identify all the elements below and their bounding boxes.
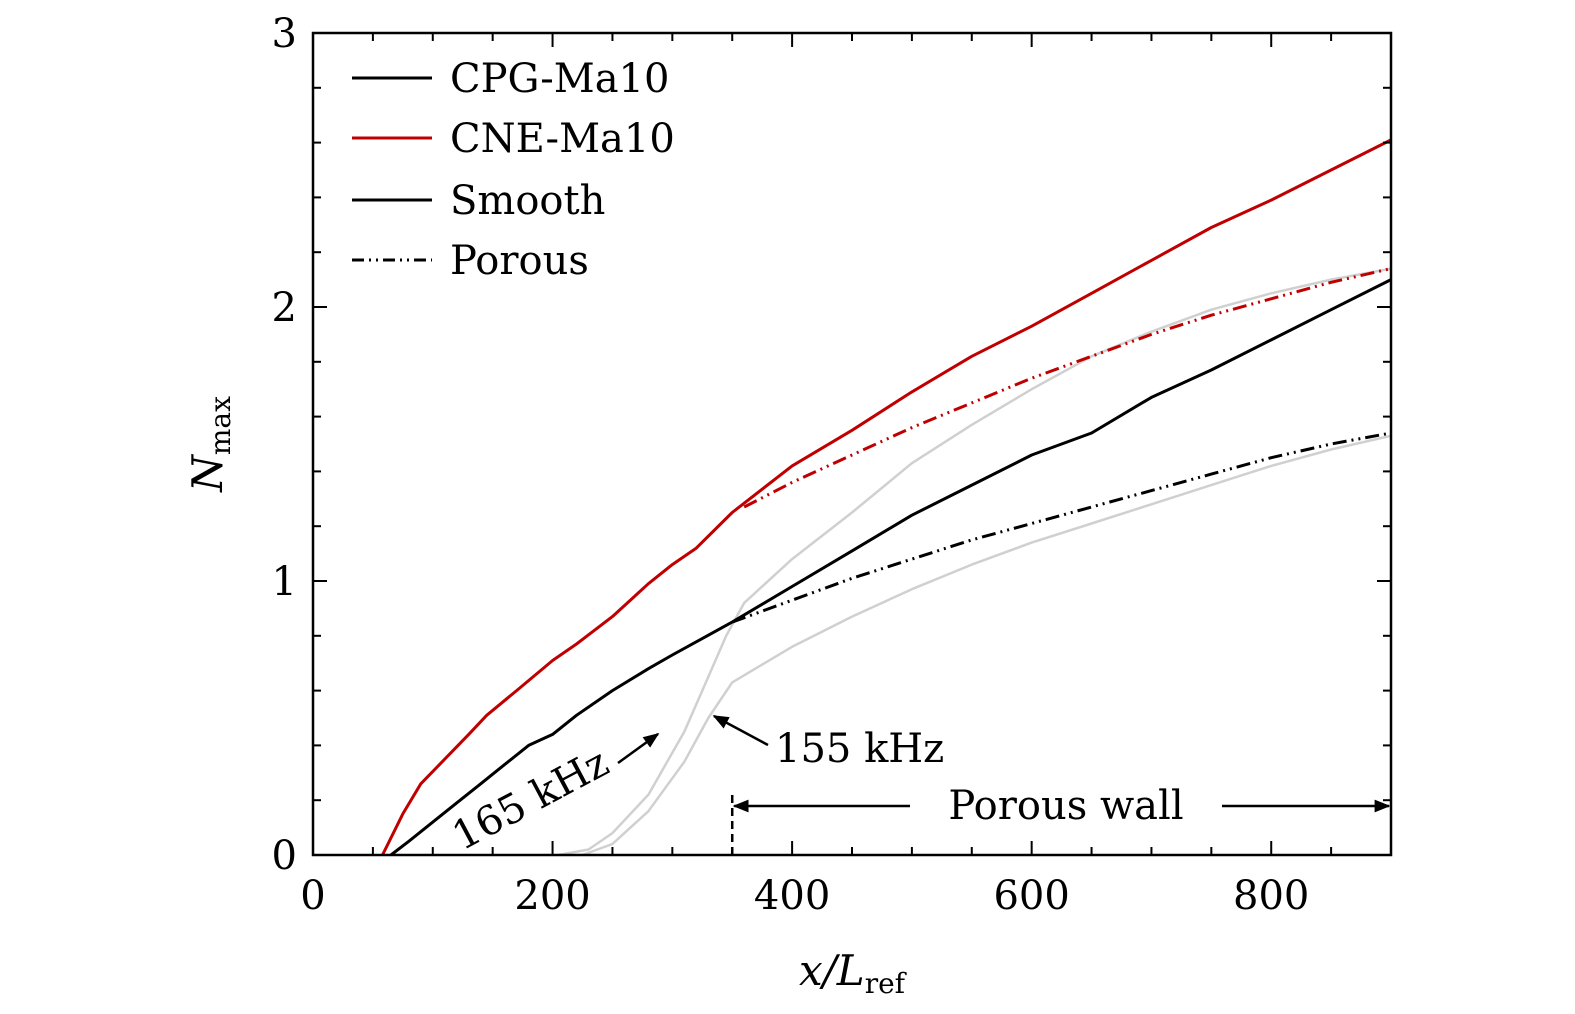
plot-frame xyxy=(311,31,1393,857)
x-axis-label: x/Lref xyxy=(799,946,908,1000)
arrow-155khz xyxy=(712,714,769,747)
label-165khz: 165 kHz xyxy=(445,740,616,860)
x-tick-label: 800 xyxy=(1233,873,1309,919)
label-155khz: 155 kHz xyxy=(775,726,944,772)
x-axis-label-main: x/L xyxy=(799,946,865,995)
y-tick-label: 0 xyxy=(272,833,297,879)
x-tick-label: 200 xyxy=(514,873,590,919)
series-line-gray-155khz xyxy=(582,434,1392,857)
x-axis-label-sub: ref xyxy=(865,967,908,1000)
labels-layer: 0 200 400 600 800 0 1 2 3 x/Lref Nmax xyxy=(183,11,1309,1000)
legend-label-2: Smooth xyxy=(450,178,605,224)
x-tick-label: 0 xyxy=(300,873,325,919)
legend-label-0: CPG-Ma10 xyxy=(450,56,669,102)
series-line-cpg-porous xyxy=(731,431,1392,624)
x-tick-label: 400 xyxy=(754,873,830,919)
y-axis-label-main: N xyxy=(183,454,232,493)
y-axis-label-sub: max xyxy=(204,396,237,455)
series-line-cne-porous xyxy=(743,267,1392,509)
y-axis-label: Nmax xyxy=(183,396,237,493)
series-layer xyxy=(381,138,1392,857)
y-tick-label: 2 xyxy=(272,285,297,331)
label-porous-wall: Porous wall xyxy=(948,783,1183,829)
series-line-gray-165khz xyxy=(558,267,1392,857)
legend-label-3: Porous xyxy=(450,238,589,284)
legend-label-1: CNE-Ma10 xyxy=(450,116,675,162)
y-tick-label: 3 xyxy=(272,11,297,57)
series-line-cpg-smooth xyxy=(389,278,1392,857)
legend: CPG-Ma10 CNE-Ma10 Smooth Porous xyxy=(352,56,675,284)
series-line-cne-smooth xyxy=(381,138,1392,856)
arrow-165khz xyxy=(617,732,660,765)
x-tick-label: 600 xyxy=(993,873,1069,919)
y-tick-label: 1 xyxy=(272,559,297,605)
